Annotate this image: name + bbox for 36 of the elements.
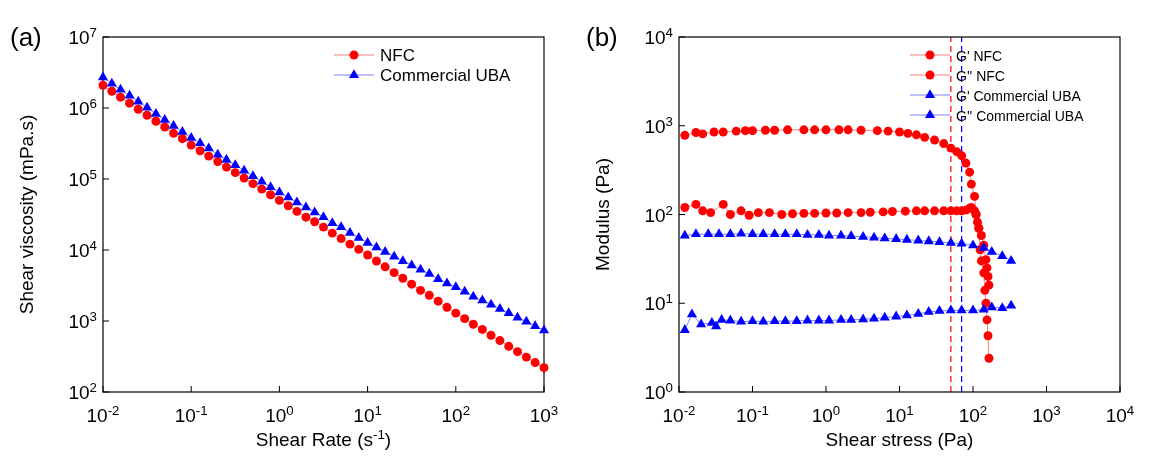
y-tick-label: 10$^{2}$ <box>644 202 673 226</box>
x-tick-label: 10$^{1}$ <box>885 402 914 426</box>
y-tick-label: 10$^{0}$ <box>644 379 673 403</box>
legend-label: G' Commercial UBA <box>956 88 1082 104</box>
x-tick-label: 10$^{4}$ <box>1105 402 1135 426</box>
text: (a) <box>10 22 42 52</box>
legend-label: G'' NFC <box>956 68 1005 84</box>
y-tick-label: 10$^{3}$ <box>644 113 673 137</box>
x-axis-title: Shear stress (Pa) <box>825 429 974 450</box>
y-tick-label: 10$^{6}$ <box>68 95 97 119</box>
x-tick-label: 10$^{3}$ <box>529 402 559 426</box>
y-tick-label: 10$^{4}$ <box>644 24 673 48</box>
x-tick-label: 10$^{2}$ <box>441 402 471 426</box>
y-axis-title: Shear viscosity (mPa.s) <box>16 114 37 315</box>
x-tick-label: 10$^{-1}$ <box>736 402 769 426</box>
y-tick-label: 10$^{5}$ <box>68 166 97 190</box>
y-tick-label: 10$^{3}$ <box>68 308 97 332</box>
legend-label: Commercial UBA <box>380 66 512 85</box>
x-tick-label: 10$^{0}$ <box>811 402 841 426</box>
x-axis-title: Shear Rate (s$^{-1}$) <box>255 426 392 450</box>
y-tick-label: 10$^{7}$ <box>68 24 97 48</box>
y-tick-label: 10$^{1}$ <box>644 290 673 315</box>
x-tick-label: 10$^{-1}$ <box>174 402 208 426</box>
legend-label: NFC <box>380 46 415 65</box>
y-tick-label: 10$^{2}$ <box>68 379 97 403</box>
x-tick-label: 10$^{0}$ <box>265 402 294 426</box>
x-tick-label: 10$^{-2}$ <box>86 402 120 426</box>
text: (b) <box>586 22 618 52</box>
x-tick-label: 10$^{-2}$ <box>662 402 696 426</box>
y-tick-label: 10$^{4}$ <box>68 237 97 261</box>
x-tick-label: 10$^{3}$ <box>1032 402 1061 426</box>
legend-label: G'' Commercial UBA <box>956 108 1085 124</box>
y-axis-title: Modulus (Pa) <box>592 158 613 271</box>
x-tick-label: 10$^{1}$ <box>353 402 382 426</box>
x-tick-label: 10$^{2}$ <box>958 402 988 426</box>
legend-label: G' NFC <box>956 48 1003 64</box>
